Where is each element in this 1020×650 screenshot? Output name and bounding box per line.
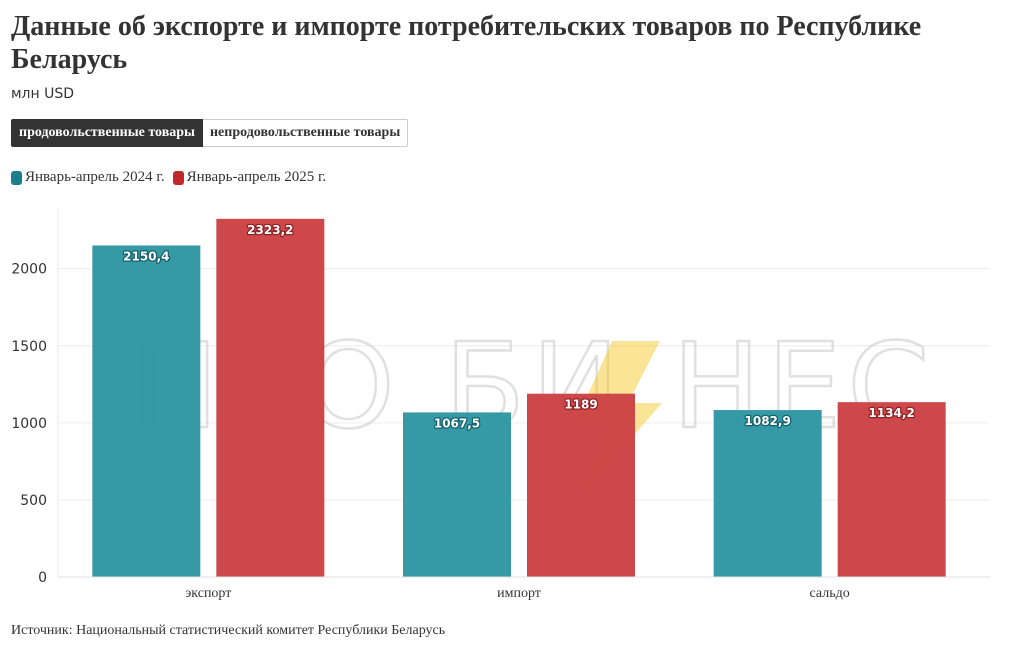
bar-value-label: 2150,4 xyxy=(123,249,169,263)
legend-swatch-2024 xyxy=(11,170,22,185)
chart-area: 0 500 1000 1500 2000 ПРО БИ НЕС 2150,4 2323,2 экс… xyxy=(0,195,1020,615)
bar-2024-0 xyxy=(92,245,201,578)
x-category-label: экспорт xyxy=(185,586,231,601)
chart-subtitle: млн USD xyxy=(11,86,75,102)
bar-value-label: 1067,5 xyxy=(434,416,480,430)
y-tick-label: 0 xyxy=(38,570,47,586)
chart-legend: Январь-апрель 2024 г. Январь-апрель 2025… xyxy=(11,169,334,186)
bar-value-label: 1082,9 xyxy=(745,414,791,428)
chart-title: Данные об экспорте и импорте потребитель… xyxy=(11,11,922,75)
y-tick-label: 1500 xyxy=(11,339,47,355)
bar-value-label: 1189 xyxy=(564,398,597,412)
source-note: Источник: Национальный статистический ко… xyxy=(11,623,446,638)
category-tabs: продовольственные товары непродовольстве… xyxy=(11,119,409,147)
bar-2025-0 xyxy=(216,218,325,577)
tab-nonfood[interactable]: непродовольственные товары xyxy=(202,119,409,147)
y-tick-label: 2000 xyxy=(11,262,47,278)
tab-food[interactable]: продовольственные товары xyxy=(11,119,203,147)
bar-value-label: 2323,2 xyxy=(247,223,293,237)
y-tick-label: 1000 xyxy=(11,416,47,432)
x-category-label: импорт xyxy=(497,586,541,601)
bar-2025-2 xyxy=(837,402,946,577)
y-tick-label: 500 xyxy=(20,493,47,509)
bar-2024-1 xyxy=(403,412,511,577)
legend-label-2025: Январь-апрель 2025 г. xyxy=(186,169,327,185)
legend-item-2024[interactable]: Январь-апрель 2024 г. xyxy=(11,169,165,186)
bar-2025-1 xyxy=(527,393,635,577)
x-category-label: сальдо xyxy=(810,586,850,601)
legend-label-2024: Январь-апрель 2024 г. xyxy=(25,169,165,185)
bar-2024-2 xyxy=(713,410,822,577)
legend-swatch-2025 xyxy=(172,170,184,185)
legend-item-2025[interactable]: Январь-апрель 2025 г. xyxy=(172,169,327,186)
bar-value-label: 1134,2 xyxy=(869,406,915,420)
